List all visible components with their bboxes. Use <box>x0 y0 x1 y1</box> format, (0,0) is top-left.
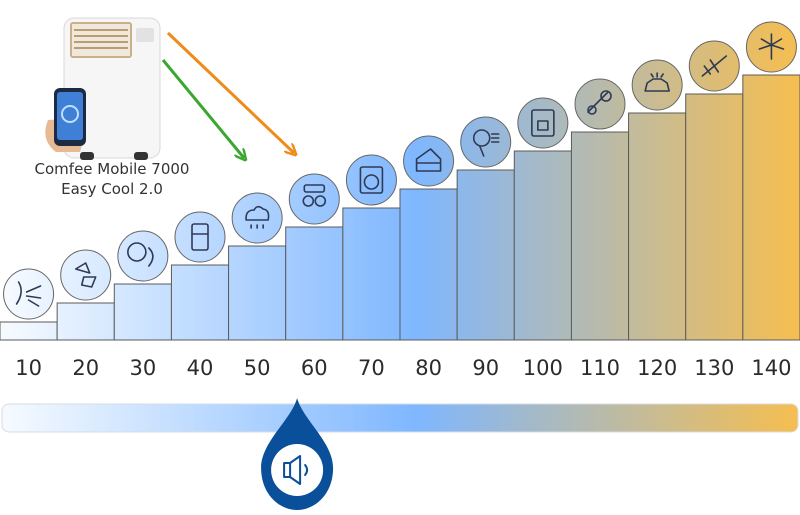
tick-label-10: 10 <box>15 356 42 380</box>
tick-label-120: 120 <box>637 356 677 380</box>
speaker-icon <box>283 455 309 485</box>
air-conditioner-image <box>63 17 161 160</box>
bar-130 <box>685 93 744 341</box>
product-label-line1: Comfee Mobile 7000 <box>35 160 190 178</box>
tick-label-70: 70 <box>358 356 385 380</box>
bar-60 <box>285 226 344 341</box>
x-tick-labels: 10 20 30 40 50 60 70 80 90 100 110 120 130 140 <box>15 356 791 380</box>
tick-label-80: 80 <box>415 356 442 380</box>
bar-140 <box>742 74 800 341</box>
jet-plane-icon <box>688 40 740 92</box>
green-pointer-arrow <box>161 59 244 158</box>
tick-label-40: 40 <box>187 356 214 380</box>
bar-40 <box>170 264 230 341</box>
tick-label-50: 50 <box>244 356 271 380</box>
icons-group <box>3 21 797 320</box>
tick-label-60: 60 <box>301 356 328 380</box>
tick-label-30: 30 <box>129 356 156 380</box>
product-label-line2: Easy Cool 2.0 <box>61 180 163 198</box>
tick-label-90: 90 <box>472 356 499 380</box>
tick-label-130: 130 <box>694 356 734 380</box>
bars-group <box>0 74 800 341</box>
piano-icon <box>403 135 455 187</box>
marker-inner-circle <box>271 444 324 496</box>
bar-30 <box>113 283 172 341</box>
bar-70 <box>342 207 401 341</box>
orange-pointer-arrow <box>166 31 294 153</box>
bar-10 <box>0 321 58 341</box>
falling-leaves-icon <box>60 249 112 301</box>
washing-machine-icon <box>345 154 397 206</box>
rain-cloud-icon <box>231 192 283 244</box>
hair-dryer-icon <box>460 116 512 168</box>
smartphone-hand-image <box>45 88 86 152</box>
tick-label-110: 110 <box>580 356 620 380</box>
breath-icon <box>3 268 55 320</box>
product-illustration: Comfee Mobile 7000 Easy Cool 2.0 <box>35 17 190 198</box>
bar-80 <box>399 188 458 341</box>
tick-label-100: 100 <box>523 356 563 380</box>
bar-100 <box>513 150 572 341</box>
gradient-scale-bar <box>1 403 799 433</box>
bar-90 <box>456 169 515 341</box>
chainsaw-icon <box>574 78 626 130</box>
fireworks-icon <box>745 21 797 73</box>
whisper-icon <box>117 230 169 282</box>
bar-20 <box>56 302 115 341</box>
coffee-machine-icon <box>517 97 569 149</box>
conversation-icon <box>288 173 340 225</box>
product-noise-marker <box>261 398 334 510</box>
tick-label-20: 20 <box>72 356 99 380</box>
bar-50 <box>228 245 287 341</box>
tick-label-140: 140 <box>751 356 791 380</box>
refrigerator-icon <box>174 211 226 263</box>
bar-110 <box>570 131 630 341</box>
bar-120 <box>628 112 687 341</box>
car-alarm-icon <box>631 59 683 111</box>
